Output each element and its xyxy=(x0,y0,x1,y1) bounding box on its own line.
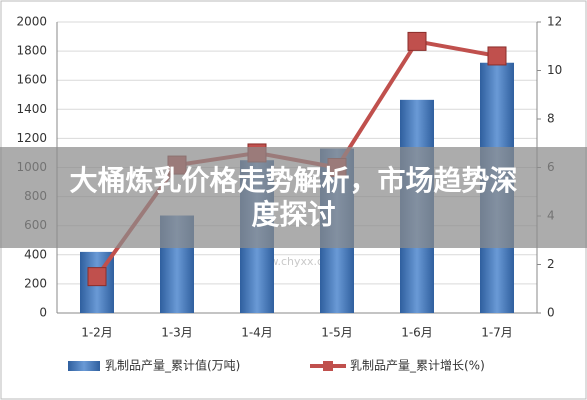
y2-tick-label: 2 xyxy=(547,257,555,271)
y-tick-label: 400 xyxy=(24,247,47,261)
x-tick-label: 1-6月 xyxy=(401,326,433,340)
y-tick-label: 0 xyxy=(39,306,47,320)
x-tick-label: 1-3月 xyxy=(161,326,193,340)
line-marker xyxy=(87,267,107,287)
line-marker xyxy=(487,46,507,66)
legend-marker xyxy=(323,361,333,371)
y2-tick-label: 8 xyxy=(547,112,555,126)
y-tick-label: 1400 xyxy=(16,102,47,116)
legend-label: 乳制品产量_累计值(万吨) xyxy=(105,358,240,373)
y-tick-label: 2000 xyxy=(16,15,47,29)
y2-tick-label: 12 xyxy=(547,15,562,29)
banner: 大桶炼乳价格走势解析，市场趋势深度探讨 xyxy=(0,147,587,248)
x-tick-label: 1-4月 xyxy=(241,326,273,340)
x-tick-label: 1-2月 xyxy=(81,326,113,340)
legend-swatch xyxy=(68,361,100,371)
y-tick-label: 1600 xyxy=(16,73,47,87)
legend-label: 乳制品产量_累计增长(%) xyxy=(350,359,485,373)
y-tick-label: 1200 xyxy=(16,131,47,145)
line-marker xyxy=(407,31,427,51)
y2-tick-label: 10 xyxy=(547,63,562,77)
x-tick-label: 1-7月 xyxy=(481,326,513,340)
y-tick-label: 200 xyxy=(24,276,47,290)
banner-title: 大桶炼乳价格走势解析，市场趋势深度探讨 xyxy=(69,163,518,231)
y2-tick-label: 0 xyxy=(547,306,555,320)
x-tick-label: 1-5月 xyxy=(321,326,353,340)
y-tick-label: 1800 xyxy=(16,44,47,58)
